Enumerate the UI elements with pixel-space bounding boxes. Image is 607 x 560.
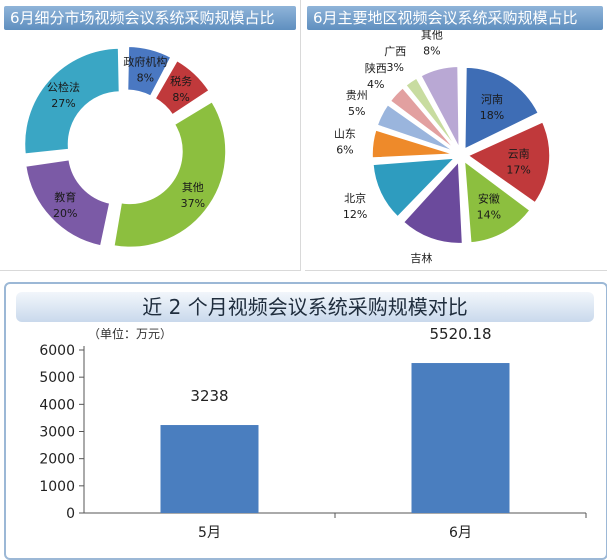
pie-slice-label-0: 河南 [481,93,503,106]
segment-donut-chart: 政府机构 8% 税务 8% 其他 37% 教育 20% 公检法 27% [23,45,227,249]
donut-slice-value-4: 27% [51,97,75,110]
pie-slice-value-0: 18% [480,109,504,122]
pie-slice-6 [376,103,456,153]
y-tick-label-3: 3000 [39,425,75,441]
pie-slice-label-6: 贵州 [346,89,368,102]
bar-value-label-1: 5520.18 [429,328,491,343]
pie-slice-value-2: 14% [477,209,501,222]
donut-slice-0 [126,45,173,98]
donut-slice-value-2: 37% [181,197,205,210]
region-share-panel: 6月主要地区视频会议系统采购规模占比 河南 18% 云南 17% 安徽 14% 吉林 13% 北… [305,0,607,271]
pie-slice-label-2: 安徽 [478,192,500,206]
bar-value-label-0: 3238 [190,387,228,405]
pie-slice-1 [466,120,551,204]
monthly-compare-title: 近 2 个月视频会议系统采购规模对比 [16,292,594,322]
unit-label: （单位：万元） [88,328,172,341]
pie-slice-label-1: 云南 [508,147,530,160]
pie-slice-8 [404,76,458,150]
region-pie-chart: 河南 18% 云南 17% 安徽 14% 吉林 13% 北京 12% 山东 6% 贵州 5% 陕西 4% 广西 3… [334,30,551,270]
pie-slice-3 [402,159,464,245]
donut-slice-value-0: 8% [137,72,154,85]
monthly-bar-chart: （单位：万元） 0 1000 2000 3000 4000 5000 6000 3238 5月 55… [39,328,587,541]
pie-slice-label-5: 山东 [334,127,356,140]
pie-slice-value-4: 12% [343,208,367,221]
pie-slice-value-6: 5% [348,105,365,118]
bar-1 [411,363,510,513]
donut-slice-label-3: 教育 [54,190,76,204]
bar-0 [160,425,259,513]
monthly-compare-panel: 近 2 个月视频会议系统采购规模对比 （单位：万元） 0 1000 2000 3000 4… [4,282,607,560]
region-share-title: 6月主要地区视频会议系统采购规模占比 [307,6,603,30]
donut-slice-label-1: 税务 [170,74,192,88]
y-tick-label-4: 4000 [39,397,75,413]
pie-slice-label-4: 北京 [344,191,366,205]
x-category-label-1: 6月 [449,525,472,541]
x-category-label-0: 5月 [198,525,221,541]
y-tick-label-0: 0 [66,506,75,522]
pie-slice-2 [463,159,532,244]
pie-slice-value-7: 4% [367,78,384,91]
pie-slice-7 [389,86,457,151]
y-tick-label-1: 1000 [39,479,75,495]
donut-slice-4 [23,47,121,155]
y-tick-label-5: 5000 [39,370,75,386]
donut-slice-label-2: 其他 [182,181,204,194]
pie-slice-value-5: 6% [336,143,353,156]
donut-slice-3 [24,158,111,247]
segment-share-panel: 6月细分市场视频会议系统采购规模占比 政府机构 8% 税务 8% 其他 37% 教育 20% 公… [0,0,301,271]
pie-slice-value-1: 17% [506,163,530,176]
pie-slice-value-9: 8% [423,45,440,58]
y-tick-label-2: 2000 [39,452,75,468]
donut-slice-label-0: 政府机构 [123,55,167,69]
pie-slice-label-7: 陕西 [365,61,387,75]
pie-slice-label-3: 吉林 [410,251,432,265]
donut-slice-value-3: 20% [53,207,77,220]
pie-slice-4 [372,157,457,218]
donut-slice-2 [112,100,227,249]
pie-slice-5 [371,129,455,159]
donut-slice-1 [154,59,211,116]
pie-slice-label-8: 广西 [384,45,406,58]
segment-share-title: 6月细分市场视频会议系统采购规模占比 [4,6,296,30]
y-tick-label-6: 6000 [39,343,75,359]
donut-slice-value-1: 8% [172,91,189,104]
pie-slice-label-9: 其他 [421,30,443,42]
pie-slice-value-8: 3% [387,61,404,74]
pie-slice-9 [419,65,461,149]
pie-slice-0 [463,66,540,151]
donut-slice-label-4: 公检法 [47,80,80,94]
pie-slice-value-3: 13% [409,268,433,270]
